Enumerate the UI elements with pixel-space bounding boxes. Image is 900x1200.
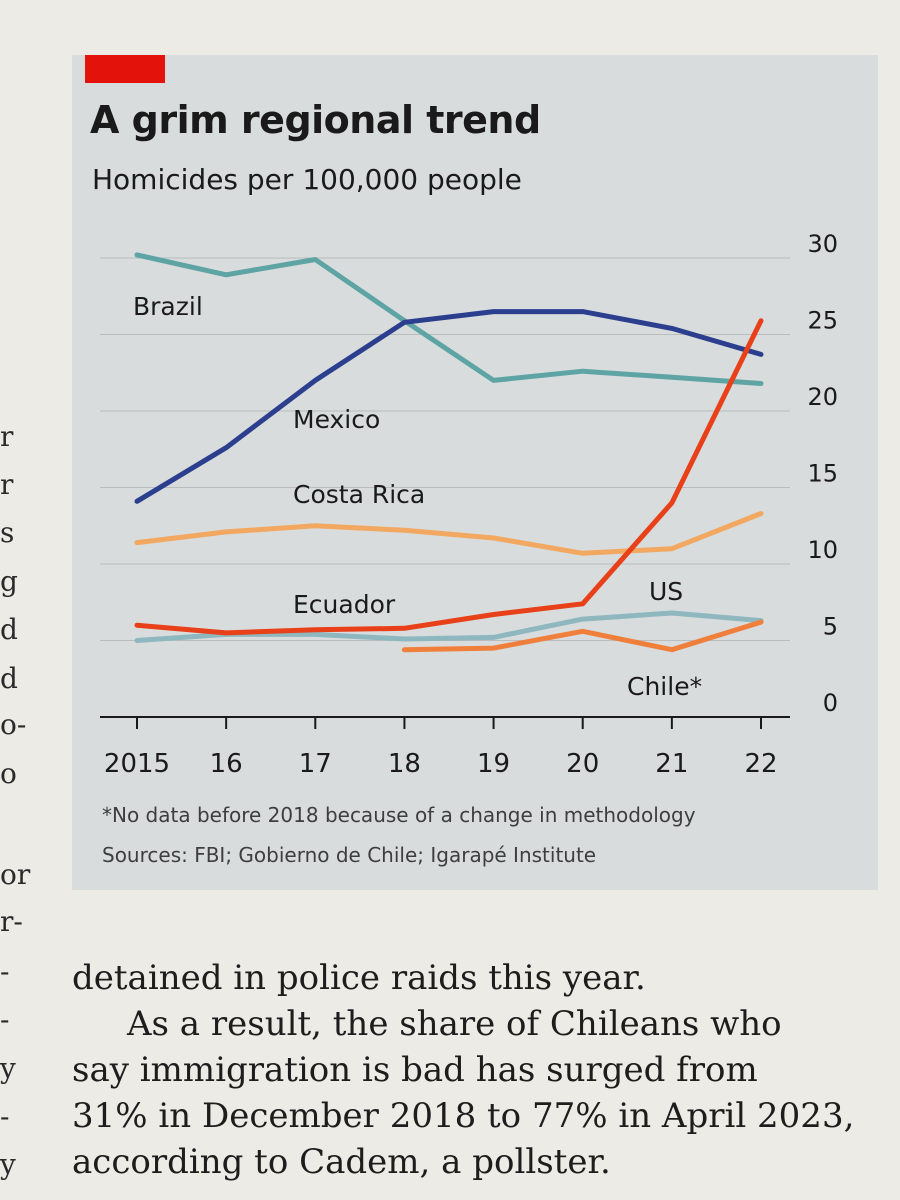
column-fragment: o (0, 757, 17, 790)
chart-footnote: *No data before 2018 because of a change… (102, 803, 696, 827)
x-tick-label: 20 (566, 749, 599, 779)
series-line-chile (401, 619, 764, 653)
series-label-chile: Chile* (627, 672, 702, 701)
series-label-us: US (649, 577, 683, 606)
brand-accent-tag (85, 55, 165, 83)
article-line: say immigration is bad has surged from (72, 1050, 758, 1090)
series-line-costa-rica (134, 511, 764, 556)
column-fragment: - (0, 1003, 10, 1036)
series-line-brazil (134, 252, 764, 386)
x-tick-label: 22 (744, 749, 777, 779)
column-fragment: s (0, 516, 15, 549)
article-line: 31% in December 2018 to 77% in April 202… (72, 1096, 855, 1136)
y-tick-label: 5 (823, 613, 838, 641)
column-fragment: r (0, 468, 14, 501)
series-label-costa-rica: Costa Rica (293, 480, 425, 509)
x-tick-label: 21 (655, 749, 688, 779)
gridlines (100, 257, 790, 641)
article-line: As a result, the share of Chileans who (127, 1004, 782, 1044)
article-line: detained in police raids this year. (72, 958, 646, 998)
y-tick-label: 15 (807, 460, 838, 488)
article-body: detained in police raids this year. As a… (72, 955, 887, 1185)
series-line-us (134, 610, 764, 643)
column-fragment: - (0, 1100, 10, 1133)
y-axis-tick-labels: 0 5 10 15 20 25 30 (807, 230, 838, 717)
x-axis: 2015 16 17 18 19 20 21 22 (100, 716, 790, 779)
y-tick-label: 30 (807, 230, 838, 258)
column-fragment: y (0, 1052, 16, 1085)
x-tick-label: 16 (210, 749, 243, 779)
chart-subtitle: Homicides per 100,000 people (92, 163, 522, 196)
x-tick-label: 19 (477, 749, 510, 779)
column-fragment: - (0, 955, 10, 988)
series-lines (134, 252, 764, 653)
chart-panel (72, 55, 878, 890)
series-line-ecuador (134, 318, 764, 636)
y-tick-label: 10 (807, 536, 838, 564)
series-line-mexico (134, 309, 764, 504)
adjacent-column-fragments: r r s g d d o- o or r- - - y - y (0, 0, 40, 1200)
chart-title: A grim regional trend (90, 98, 541, 142)
y-tick-label: 20 (807, 383, 838, 411)
article-line: according to Cadem, a pollster. (72, 1142, 611, 1182)
x-tick-label: 2015 (104, 749, 170, 779)
column-fragment: y (0, 1148, 16, 1181)
series-labels: Brazil Mexico Costa Rica Ecuador US Chil… (133, 292, 702, 701)
column-fragment: g (0, 565, 18, 598)
series-label-mexico: Mexico (293, 405, 380, 434)
y-tick-label: 0 (823, 689, 838, 717)
series-label-brazil: Brazil (133, 292, 203, 321)
y-tick-label: 25 (807, 307, 838, 335)
column-fragment: o- (0, 708, 27, 741)
x-tick-label: 17 (299, 749, 332, 779)
column-fragment: d (0, 613, 18, 646)
column-fragment: d (0, 662, 18, 695)
chart-source: Sources: FBI; Gobierno de Chile; Igarapé… (102, 843, 597, 867)
column-fragment: r- (0, 905, 23, 938)
column-fragment: r (0, 420, 14, 453)
series-label-ecuador: Ecuador (293, 590, 396, 619)
column-fragment: or (0, 858, 31, 891)
x-tick-label: 18 (388, 749, 421, 779)
